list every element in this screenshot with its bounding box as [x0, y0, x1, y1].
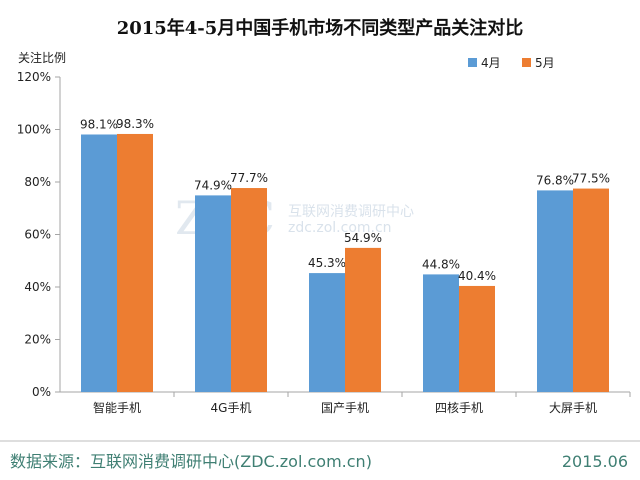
- x-tick-label: 大屏手机: [549, 401, 597, 415]
- y-axis-label: 关注比例: [18, 50, 66, 65]
- bar: [309, 273, 345, 392]
- x-tick-label: 4G手机: [211, 401, 252, 415]
- watermark-text: 互联网消费调研中心: [288, 204, 414, 220]
- x-tick-label: 智能手机: [93, 400, 141, 415]
- data-label: 74.9%: [194, 178, 232, 192]
- data-label: 76.8%: [536, 173, 574, 187]
- data-label: 77.7%: [230, 171, 268, 185]
- x-tick-label: 国产手机: [321, 401, 369, 415]
- plot-area: 0% 20% 40% 60% 80% 100% 120% 98.1%98.3% 智能手机 74.9…: [17, 70, 631, 415]
- y-tick-label: 20%: [24, 333, 51, 347]
- y-tick-label: 0%: [32, 385, 51, 399]
- bar: [195, 195, 231, 392]
- bar: [231, 188, 267, 392]
- legend-label: 5月: [535, 56, 555, 70]
- bar: [459, 285, 495, 392]
- y-tick-label: 100%: [17, 123, 51, 137]
- data-label: 54.9%: [344, 231, 382, 245]
- bar: [117, 133, 153, 392]
- y-tick-label: 80%: [24, 175, 51, 189]
- data-label: 98.3%: [116, 117, 154, 131]
- data-label: 77.5%: [572, 172, 610, 186]
- data-label: 98.1%: [80, 117, 118, 131]
- x-tick-label: 四核手机: [435, 401, 483, 415]
- y-tick-label: 120%: [17, 70, 51, 84]
- legend-swatch: [468, 58, 477, 67]
- bar: [81, 134, 117, 393]
- bar: [537, 190, 573, 392]
- chart-title: 2015年4-5月中国手机市场不同类型产品关注对比: [117, 17, 524, 39]
- legend-swatch: [522, 58, 531, 67]
- legend: 4月 5月: [468, 56, 555, 70]
- watermark-url: zdc.zol.com.cn: [288, 220, 392, 236]
- data-label: 45.3%: [308, 256, 346, 270]
- y-tick-label: 40%: [24, 280, 51, 294]
- footer-source: 数据来源：互联网消费调研中心(ZDC.zol.com.cn): [10, 452, 372, 471]
- data-label: 40.4%: [458, 269, 496, 283]
- bar: [573, 188, 609, 392]
- bar: [345, 247, 381, 392]
- data-label: 44.8%: [422, 257, 460, 271]
- bar: [423, 274, 459, 392]
- footer-date: 2015.06: [562, 452, 628, 471]
- legend-label: 4月: [481, 56, 501, 70]
- y-tick-label: 60%: [24, 228, 51, 242]
